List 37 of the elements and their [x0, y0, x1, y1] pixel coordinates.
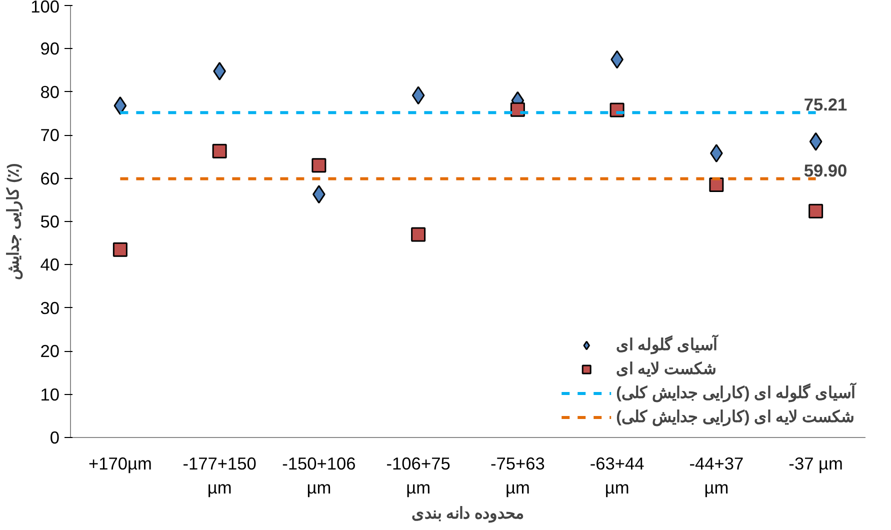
- point: [510, 102, 525, 117]
- data-label: 59.90: [804, 160, 848, 181]
- y-tick-label: 30: [40, 298, 60, 318]
- y-tick-label: 90: [40, 38, 60, 59]
- x-tick-label: -106+75 µm: [386, 454, 450, 498]
- x-tick-label: -75+63 µm: [490, 454, 545, 498]
- point: [114, 96, 127, 115]
- y-tick-label: 40: [40, 254, 60, 275]
- point: [212, 144, 227, 158]
- y-tick-label: 100: [30, 0, 60, 16]
- data-label: 75.21: [804, 94, 848, 115]
- point: [312, 158, 326, 173]
- point: [809, 132, 822, 151]
- legend-label: شکست لایه ای (کارایی جدایش کلی): [616, 408, 854, 427]
- x-tick-label: -63+44 µm: [590, 454, 645, 498]
- point: [112, 242, 128, 257]
- y-tick-label: 50: [40, 212, 60, 232]
- legend-label: آسیای گلوله ای (کارایی جدایش کلی): [616, 383, 855, 403]
- y-tick-label: 70: [40, 125, 60, 146]
- y-tick-label: 60: [40, 168, 60, 188]
- point: [709, 178, 724, 192]
- y-tick-label: 10: [40, 384, 60, 404]
- point: [808, 204, 824, 218]
- point: [411, 227, 426, 242]
- y-tick-label: 80: [40, 82, 60, 102]
- x-tick-label: +170µm: [88, 454, 152, 474]
- y-tick-label: 20: [40, 341, 60, 362]
- y-axis-title: کارایی جدایش (٪): [6, 163, 24, 280]
- y-tick-label: 0: [50, 428, 60, 448]
- x-axis-title: محدوده دانه بندی: [412, 506, 524, 524]
- x-tick-label: -177+150 µm: [182, 454, 256, 498]
- x-tick-label: -44+37 µm: [689, 454, 744, 498]
- x-tick-label: -150+106 µm: [282, 454, 356, 498]
- x-tick-label: -37 µm: [788, 454, 843, 474]
- legend-label: شکست لایه ای: [616, 360, 716, 379]
- point: [412, 86, 425, 105]
- legend-label: آسیای گلوله ای: [616, 335, 717, 355]
